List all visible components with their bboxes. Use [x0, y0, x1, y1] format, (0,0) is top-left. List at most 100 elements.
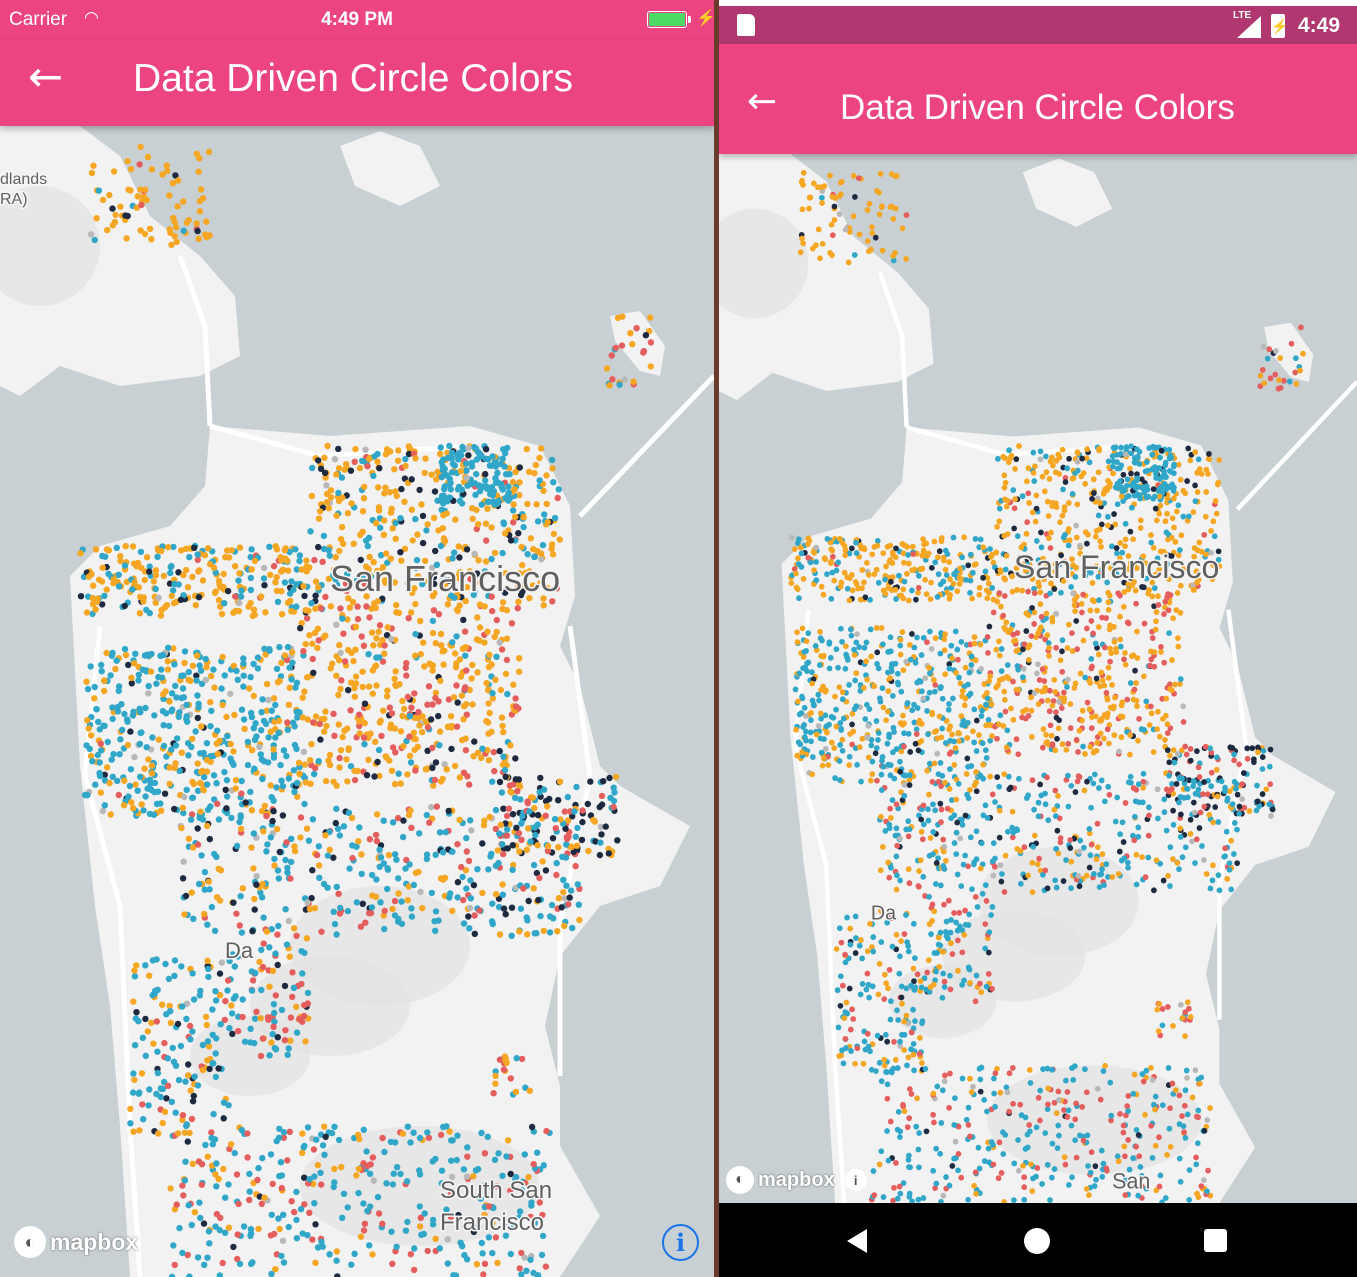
data-circle — [146, 563, 153, 570]
data-circle — [554, 494, 561, 502]
data-circle — [398, 485, 405, 493]
data-circle — [1059, 741, 1066, 748]
data-circle — [813, 544, 819, 551]
data-circle — [994, 735, 1000, 742]
data-circle — [480, 822, 488, 829]
data-circle — [934, 594, 941, 600]
mapbox-attribution[interactable]: ◐ mapbox — [14, 1226, 138, 1258]
data-circle — [299, 970, 306, 977]
data-circle — [1117, 555, 1123, 562]
data-circle — [214, 800, 221, 807]
data-circle — [428, 889, 435, 897]
data-circle — [460, 616, 467, 624]
data-circle — [274, 961, 281, 969]
data-circle — [356, 730, 363, 737]
data-circle — [1249, 745, 1256, 752]
data-circle — [497, 460, 504, 467]
data-circle — [140, 1116, 147, 1123]
back-arrow-icon[interactable]: ← — [28, 52, 64, 101]
data-circle — [199, 1041, 207, 1049]
data-circle — [485, 1234, 493, 1241]
data-circle — [1000, 723, 1007, 729]
data-circle — [514, 583, 522, 590]
data-circle — [944, 589, 950, 596]
data-circle — [446, 475, 453, 483]
back-arrow-icon[interactable]: ← — [747, 81, 778, 122]
data-circle — [950, 534, 957, 541]
data-circle — [499, 599, 507, 606]
data-circle — [578, 836, 586, 844]
data-circle — [372, 604, 379, 612]
data-circle — [1131, 578, 1137, 585]
data-circle — [496, 778, 504, 786]
data-circle — [837, 720, 844, 726]
data-circle — [366, 553, 373, 561]
map-view[interactable]: San Francisco Da San — [719, 154, 1357, 1206]
data-circle — [384, 624, 391, 631]
info-icon[interactable]: i — [662, 1224, 699, 1261]
data-circle — [177, 1042, 185, 1050]
data-circle — [1014, 586, 1020, 593]
data-circle — [1112, 694, 1118, 701]
data-circle — [323, 482, 330, 489]
data-circle — [1048, 529, 1054, 536]
data-circle — [154, 1069, 162, 1077]
data-circle — [447, 486, 454, 493]
data-circle — [204, 921, 211, 928]
data-circle — [447, 1213, 455, 1220]
data-circle — [1151, 585, 1158, 592]
data-circle — [335, 691, 342, 699]
data-circle — [1098, 543, 1104, 550]
data-circle — [553, 859, 560, 867]
data-circle — [369, 690, 376, 697]
data-circle — [135, 677, 142, 684]
data-circle — [1049, 618, 1056, 625]
data-circle — [416, 1203, 423, 1210]
data-circle — [434, 468, 441, 475]
data-circle — [298, 948, 305, 955]
data-circle — [416, 486, 423, 494]
data-circle — [919, 688, 925, 695]
data-circle — [240, 672, 247, 679]
data-circle — [96, 726, 104, 733]
data-circle — [1177, 476, 1184, 483]
data-circle — [1052, 877, 1059, 884]
data-circle — [234, 676, 241, 683]
data-circle — [258, 894, 266, 901]
data-circle — [266, 1052, 273, 1059]
data-circle — [275, 875, 282, 882]
data-circle — [989, 733, 995, 739]
data-circle — [1166, 759, 1173, 766]
data-circle — [493, 653, 500, 660]
data-circle — [443, 510, 450, 517]
data-circle — [507, 1187, 514, 1195]
data-circle — [313, 851, 321, 859]
data-circle — [397, 515, 404, 522]
data-circle — [259, 1035, 267, 1042]
data-circle — [237, 814, 244, 821]
data-circle — [87, 231, 95, 238]
data-circle — [542, 797, 550, 805]
land-area — [610, 311, 665, 376]
data-circle — [260, 914, 267, 921]
data-circle — [404, 580, 412, 587]
data-circle — [135, 671, 142, 678]
data-circle — [488, 524, 495, 531]
data-circle — [873, 566, 880, 573]
data-circle — [479, 1250, 486, 1257]
data-circle — [190, 915, 197, 922]
map-view[interactable]: dlands RA) San Francisco Da South San Francis… — [0, 126, 714, 1277]
data-circle — [335, 1136, 343, 1144]
data-circle — [1208, 769, 1215, 776]
data-circle — [227, 1141, 235, 1148]
data-circle — [300, 1012, 308, 1020]
data-circle — [233, 667, 240, 675]
data-circle — [1096, 526, 1103, 533]
data-circle — [466, 925, 473, 932]
data-circle — [1241, 804, 1248, 811]
data-circle — [208, 1129, 215, 1136]
data-circle — [419, 512, 427, 520]
data-circle — [326, 846, 333, 853]
